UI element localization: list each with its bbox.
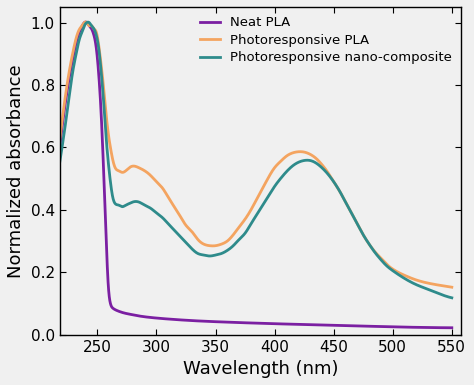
Photoresponsive PLA	[438, 283, 443, 288]
Photoresponsive nano-composite	[449, 296, 455, 300]
Photoresponsive PLA	[83, 20, 89, 24]
Photoresponsive PLA	[237, 223, 243, 228]
Photoresponsive nano-composite	[366, 241, 372, 246]
Neat PLA	[57, 145, 63, 150]
Y-axis label: Normalized absorbance: Normalized absorbance	[7, 64, 25, 278]
Photoresponsive nano-composite	[237, 236, 243, 241]
Photoresponsive PLA	[449, 285, 455, 290]
Neat PLA	[82, 20, 88, 24]
Neat PLA	[438, 325, 443, 330]
Neat PLA	[77, 29, 82, 34]
Photoresponsive PLA	[248, 208, 254, 213]
Line: Photoresponsive nano-composite: Photoresponsive nano-composite	[60, 22, 452, 298]
Line: Neat PLA: Neat PLA	[60, 22, 452, 328]
Legend: Neat PLA, Photoresponsive PLA, Photoresponsive nano-composite: Neat PLA, Photoresponsive PLA, Photoresp…	[194, 11, 457, 70]
Photoresponsive PLA	[366, 241, 372, 246]
Neat PLA	[438, 325, 444, 330]
Photoresponsive nano-composite	[438, 292, 443, 296]
Photoresponsive nano-composite	[438, 292, 444, 296]
Photoresponsive nano-composite	[85, 20, 91, 24]
Neat PLA	[449, 325, 455, 330]
Photoresponsive nano-composite	[77, 36, 82, 41]
Neat PLA	[366, 324, 372, 328]
Line: Photoresponsive PLA: Photoresponsive PLA	[60, 22, 452, 287]
Neat PLA	[248, 321, 254, 325]
Photoresponsive nano-composite	[57, 161, 63, 165]
Photoresponsive PLA	[57, 139, 63, 144]
Neat PLA	[237, 320, 243, 325]
Photoresponsive nano-composite	[248, 222, 254, 227]
Photoresponsive PLA	[77, 27, 82, 31]
X-axis label: Wavelength (nm): Wavelength (nm)	[182, 360, 338, 378]
Photoresponsive PLA	[438, 283, 444, 288]
